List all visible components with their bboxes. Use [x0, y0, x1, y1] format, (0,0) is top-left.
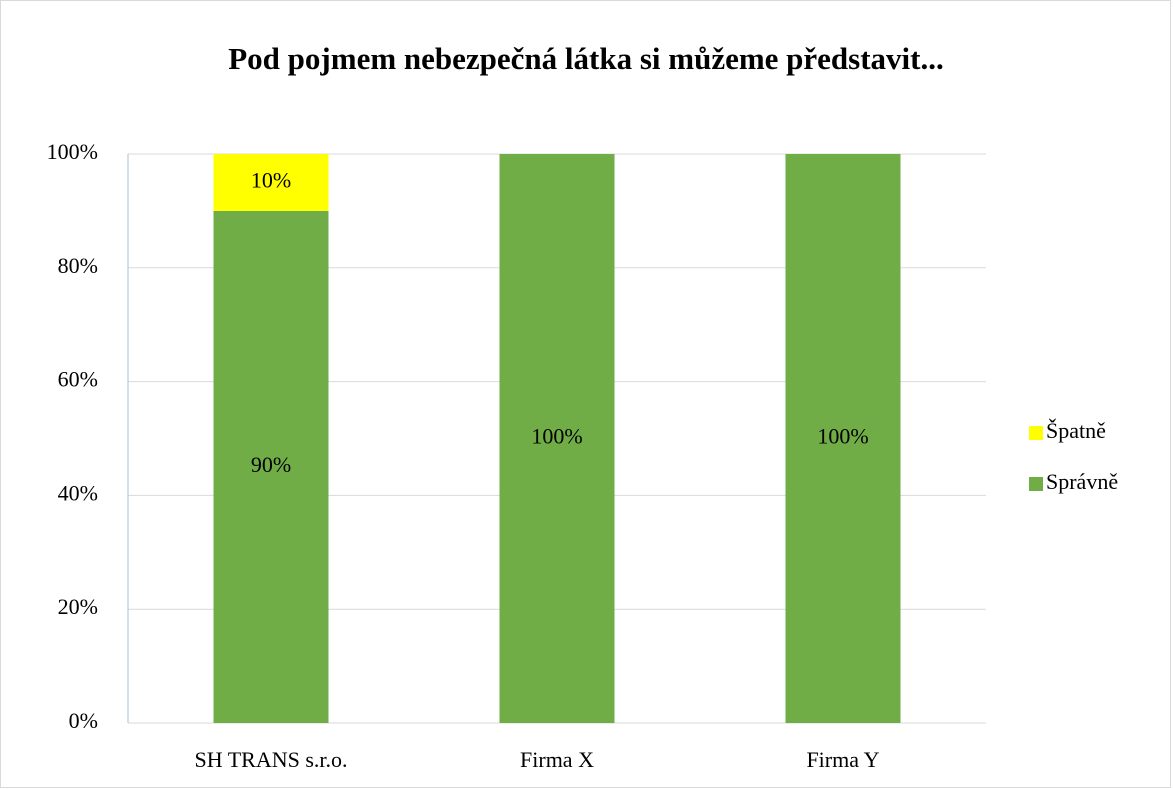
bar-segment [785, 154, 901, 723]
bar-segment [213, 210, 329, 723]
data-label: 100% [817, 424, 868, 449]
y-tick-label: 100% [47, 139, 98, 164]
legend-swatch [1029, 426, 1043, 440]
x-tick-label: SH TRANS s.r.o. [194, 747, 347, 772]
chart-title: Pod pojmem nebezpečná látka si můžeme př… [228, 41, 944, 76]
data-label: 90% [251, 452, 291, 477]
legend-label: Správně [1046, 469, 1118, 494]
data-label: 10% [251, 167, 291, 192]
data-label: 100% [531, 424, 582, 449]
y-tick-label: 60% [58, 367, 98, 392]
bar-segment [213, 154, 329, 211]
x-tick-label: Firma X [520, 747, 594, 772]
y-tick-label: 80% [58, 253, 98, 278]
y-tick-label: 20% [58, 594, 98, 619]
bar-segment [499, 154, 615, 723]
legend-label: Špatně [1046, 418, 1106, 443]
y-tick-label: 40% [58, 480, 98, 505]
legend-swatch [1029, 477, 1043, 491]
x-tick-label: Firma Y [806, 747, 879, 772]
y-tick-label: 0% [69, 708, 98, 733]
